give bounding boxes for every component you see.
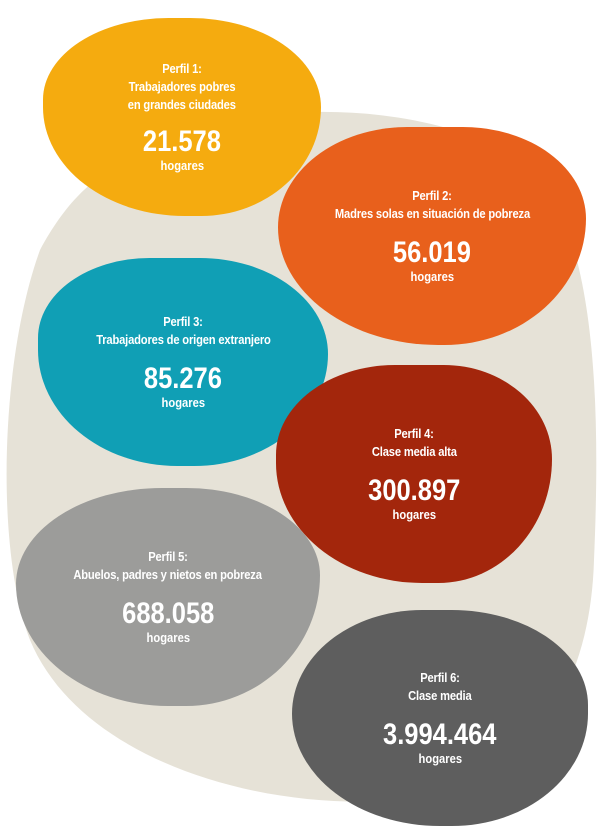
profile-4-value: 300.897: [367, 474, 461, 507]
profile-6-unit: hogares: [418, 751, 462, 766]
profile-6-label: Perfil 6:: [420, 670, 460, 685]
profile-5-unit: hogares: [146, 630, 190, 645]
profile-3-label: Perfil 3:: [163, 314, 203, 329]
profile-4-card: Perfil 4: Clase media alta 300.897 hogar…: [276, 365, 552, 583]
profile-1-title-line-2: en grandes ciudades: [128, 97, 236, 112]
profile-6-value: 3.994.464: [383, 718, 497, 751]
profile-2-label: Perfil 2:: [412, 188, 452, 203]
profile-4-unit: hogares: [392, 507, 436, 522]
profile-6-card: Perfil 6: Clase media 3.994.464 hogares: [292, 610, 588, 826]
profile-6-title-line-1: Clase media: [408, 688, 472, 703]
profile-3-unit: hogares: [161, 395, 205, 410]
profile-4-label: Perfil 4:: [394, 426, 434, 441]
profile-1-label: Perfil 1:: [162, 61, 202, 76]
profile-1-card: Perfil 1: Trabajadores pobres en grandes…: [43, 18, 321, 216]
profile-5-value: 688.058: [121, 597, 215, 630]
profile-3-value: 85.276: [143, 362, 222, 395]
profile-5-title-line-1: Abuelos, padres y nietos en pobreza: [73, 567, 263, 582]
profile-3-title-line-1: Trabajadores de origen extranjero: [95, 332, 271, 347]
profile-5-card: Perfil 5: Abuelos, padres y nietos en po…: [16, 488, 320, 706]
profile-1-unit: hogares: [160, 158, 204, 173]
profile-1-value: 21.578: [142, 125, 221, 158]
profile-2-card: Perfil 2: Madres solas en situación de p…: [278, 127, 586, 345]
profile-1-title-line-1: Trabajadores pobres: [128, 79, 236, 94]
profile-2-value: 56.019: [392, 236, 471, 269]
profile-4-title-line-1: Clase media alta: [371, 444, 457, 459]
profile-5-label: Perfil 5:: [148, 549, 188, 564]
profile-2-unit: hogares: [410, 269, 454, 284]
profile-2-title-line-1: Madres solas en situación de pobreza: [334, 206, 530, 221]
